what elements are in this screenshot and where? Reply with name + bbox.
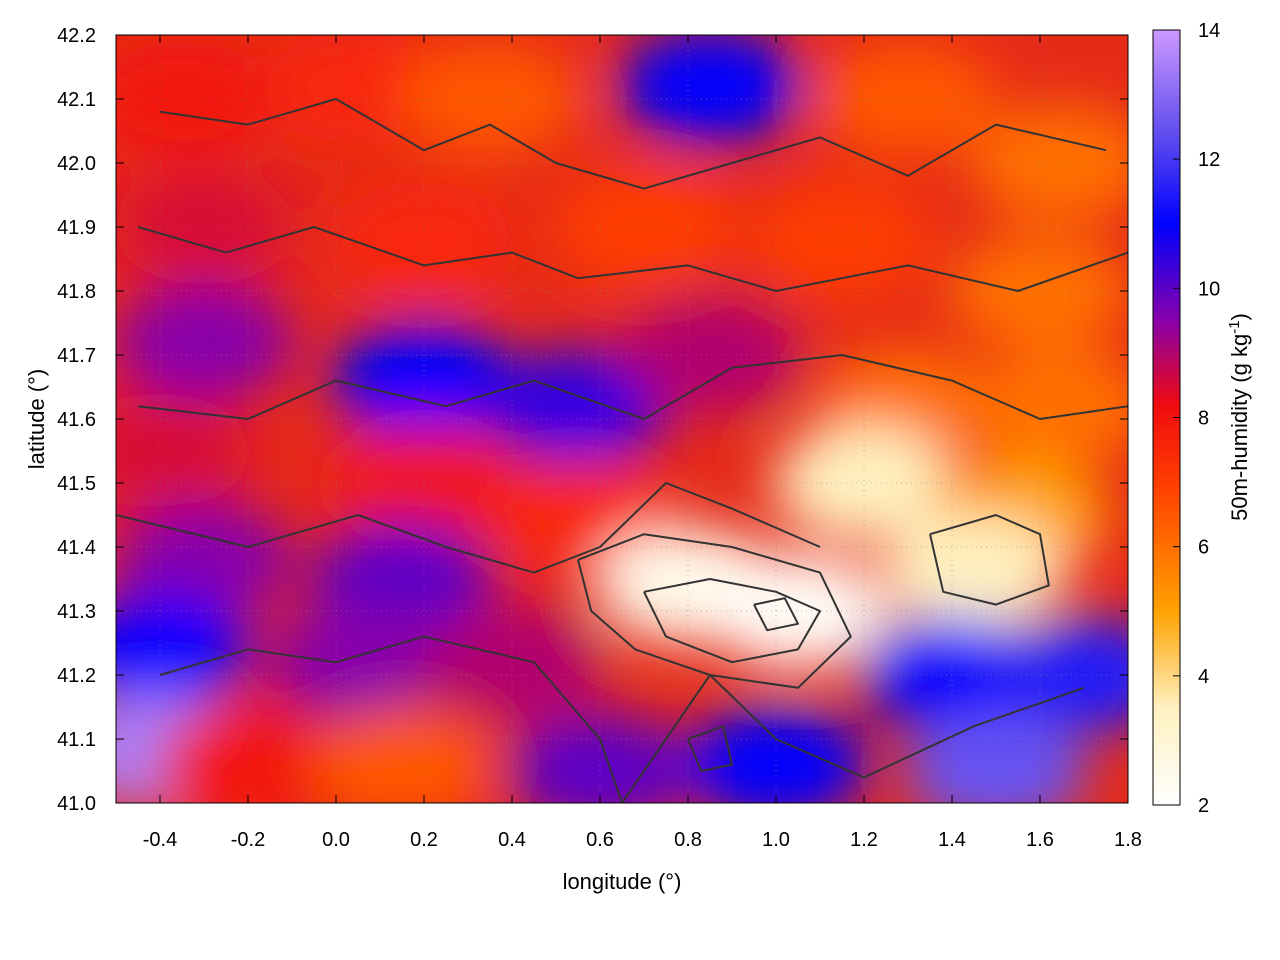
x-tick-label-5: 0.6 [586,829,614,851]
y-axis-title: latitude (°) [24,369,49,470]
humidity-cell-34 [310,707,494,803]
colorbar-tick-label-5: 12 [1198,149,1220,171]
x-tick-label-0: -0.4 [143,829,177,851]
humidity-cell-19 [486,457,670,573]
humidity-cell-20 [772,425,956,541]
humidity-cell-13 [486,348,670,464]
y-tick-label-0: 41.0 [57,793,96,815]
y-tick-label-6: 41.6 [57,409,96,431]
humidity-cell-31 [992,617,1128,733]
contour-line-9 [687,725,733,772]
y-tick-label-1: 41.1 [57,729,96,751]
colorbar-title: 50m-humidity (g kg-1) [1226,313,1252,521]
humidity-cell-6 [116,169,296,285]
grid-lines [116,35,1128,803]
x-tick-label-3: 0.2 [410,829,438,851]
y-tick-label-4: 41.4 [57,537,96,559]
colorbar-title-superscript: -1 [1226,320,1243,333]
humidity-cell-35 [508,713,692,803]
contour-line-10 [621,674,1085,803]
humidity-cell-36 [684,707,868,803]
colorbar-tick-label-1: 4 [1198,666,1209,688]
contour-line-6 [643,578,821,664]
colorbar-tick-label-4: 10 [1198,278,1220,300]
x-tick-label-6: 0.8 [674,829,702,851]
x-tick-label-7: 1.0 [762,829,790,851]
y-axis-ticks: 41.0 41.1 41.2 41.3 41.4 41.5 41.6 41.7 41.8 41.9… [57,25,1128,815]
humidity-cell-16 [970,348,1128,464]
x-axis-title: longitude (°) [563,869,682,894]
x-tick-label-8: 1.2 [850,829,878,851]
contour-line-1 [116,482,821,574]
humidity-cell-26 [882,515,1066,631]
contour-line-0 [159,635,623,803]
humidity-cell-7 [332,182,516,298]
x-tick-label-2: 0.0 [322,829,350,851]
y-tick-label-2: 41.2 [57,665,96,687]
colorbar-tick-label-6: 14 [1198,20,1220,42]
humidity-cell-2 [398,41,582,157]
x-tick-label-11: 1.8 [1114,829,1142,851]
humidity-cell-25 [706,553,890,669]
y-tick-label-3: 41.3 [57,601,96,623]
contour-line-7 [753,597,799,632]
humidity-cell-37 [904,713,1088,803]
x-tick-label-9: 1.4 [938,829,966,851]
humidity-cell-27 [116,591,252,707]
colorbar: 2 4 6 8 10 12 14 50m-humidity (g kg-1) [1152,20,1252,817]
y-tick-label-8: 41.8 [57,281,96,303]
y-tick-label-9: 41.9 [57,217,96,239]
heatmap-field [116,35,1128,803]
humidity-cell-22 [116,502,296,618]
colorbar-tick-label-2: 6 [1198,537,1209,559]
humidity-cell-10 [948,233,1128,349]
y-tick-label-7: 41.7 [57,345,96,367]
x-tick-label-10: 1.6 [1026,829,1054,851]
x-tick-label-1: -0.2 [231,829,265,851]
x-tick-label-4: 0.4 [498,829,526,851]
y-tick-label-10: 42.0 [57,153,96,175]
colorbar-ticks: 2 4 6 8 10 12 14 [1173,20,1220,817]
colorbar-title-end: ) [1227,313,1252,320]
y-tick-label-12: 42.2 [57,25,96,47]
humidity-cell-4 [816,41,1000,157]
colorbar-tick-label-3: 8 [1198,408,1209,430]
humidity-cell-18 [332,425,516,541]
x-axis-ticks: -0.4 -0.2 0.0 0.2 0.4 0.6 0.8 1.0 1.2 1.4 1.6 1.8 [143,35,1142,851]
y-tick-label-5: 41.5 [57,473,96,495]
humidity-cell-14 [618,297,802,413]
humidity-cell-5 [970,105,1128,221]
contour-line-4 [159,98,1107,190]
humidity-cell-11 [116,284,296,400]
contour-line-2 [137,354,1128,420]
humidity-cell-28 [266,604,450,720]
humidity-cell-9 [750,182,934,298]
contour-line-8 [929,514,1050,606]
contour-line-5 [577,533,852,689]
contour-lines [116,98,1128,803]
contour-line-3 [137,226,1128,292]
humidity-cell-0 [116,41,274,157]
colorbar-title-main: 50m-humidity (g kg [1227,334,1252,521]
colorbar-tick-label-0: 2 [1198,795,1209,817]
humidity-cell-17 [116,393,252,509]
humidity-cell-8 [552,169,736,285]
humidity-cell-29 [420,604,604,720]
plot-area [116,35,1128,803]
y-tick-label-11: 42.1 [57,89,96,111]
humidity-cell-3 [618,35,802,144]
